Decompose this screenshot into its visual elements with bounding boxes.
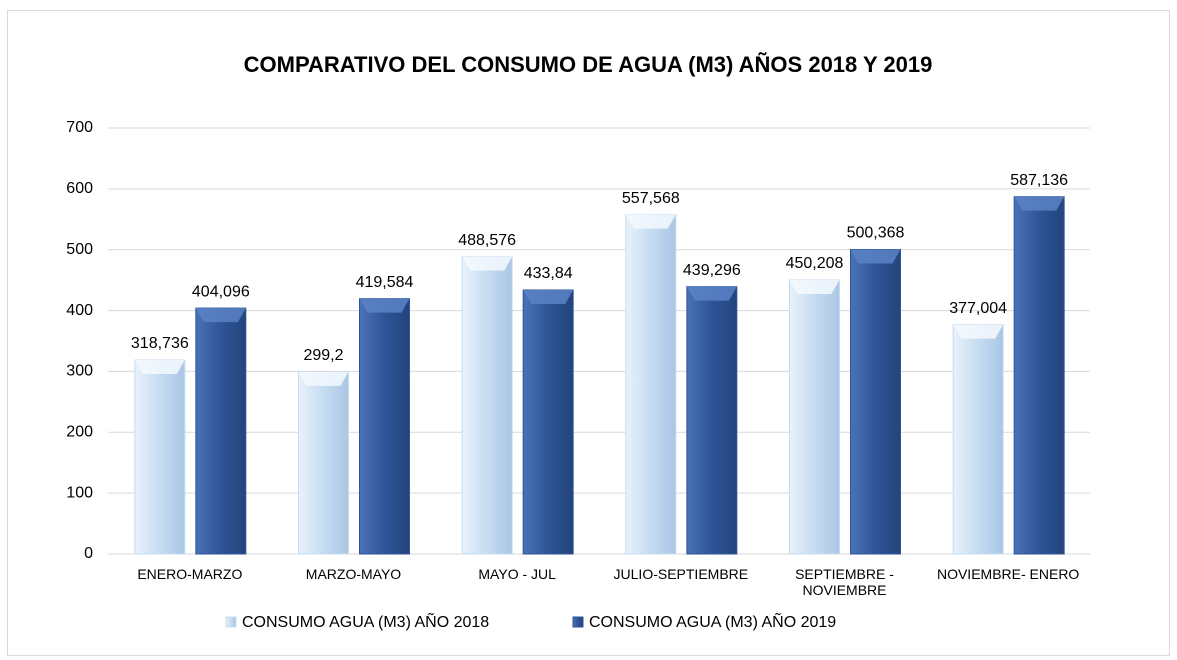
bar-cap (195, 308, 246, 323)
legend-label: CONSUMO AGUA (M3) AÑO 2018 (242, 611, 489, 631)
bar-cap (953, 324, 1004, 339)
bar-cap (789, 280, 840, 295)
bar-body (522, 289, 574, 555)
bar (195, 307, 247, 555)
y-tick-label: 700 (66, 119, 93, 136)
bar-body (952, 324, 1004, 555)
bar-body (195, 307, 247, 555)
bar-body (789, 279, 840, 555)
data-label: 433,84 (524, 265, 573, 282)
legend-marker (225, 616, 237, 628)
bar-cap (359, 298, 410, 313)
y-tick-label: 300 (66, 363, 93, 380)
y-tick-label: 100 (66, 484, 93, 501)
bar (522, 289, 574, 555)
bar-cap (134, 360, 185, 375)
data-label: 377,004 (949, 300, 1007, 317)
bar-cap (1014, 196, 1065, 211)
y-tick-label: 0 (84, 545, 93, 562)
data-label: 439,296 (683, 262, 741, 279)
bar (461, 256, 513, 555)
x-tick-label: MAYO - JUL (478, 566, 556, 582)
bar-cap (523, 289, 574, 304)
y-tick-label: 500 (66, 241, 93, 258)
bar-body (850, 248, 901, 555)
bar (789, 279, 840, 555)
data-label: 404,096 (192, 283, 250, 300)
legend-label: CONSUMO AGUA (M3) AÑO 2019 (589, 611, 836, 631)
chart-title: COMPARATIVO DEL CONSUMO DE AGUA (M3) AÑO… (244, 52, 933, 77)
x-tick-label: JULIO-SEPTIEMBRE (613, 566, 749, 582)
bar-cap (850, 249, 901, 264)
bar-cap (686, 286, 737, 301)
data-label: 419,584 (356, 274, 414, 291)
bar-body (461, 256, 513, 555)
bar-cap (462, 256, 513, 271)
bar-body (134, 359, 186, 555)
x-tick-label: ENERO-MARZO (137, 566, 243, 582)
data-label: 587,136 (1010, 172, 1068, 189)
y-tick-label: 400 (66, 302, 93, 319)
data-label: 557,568 (622, 190, 680, 207)
data-label: 488,576 (458, 232, 516, 249)
data-label: 299,2 (303, 347, 343, 364)
bar (1013, 196, 1065, 555)
data-label: 450,208 (786, 255, 844, 272)
bar-body (686, 286, 738, 555)
data-label: 318,736 (131, 335, 189, 352)
bar (686, 286, 738, 555)
legend-marker (572, 616, 584, 628)
bar (625, 214, 677, 555)
bar (359, 298, 410, 555)
x-tick-label: SEPTIEMBRE - NOVIEMBRE (795, 566, 894, 598)
bar (134, 359, 186, 555)
bar-body (1013, 196, 1065, 555)
bar (850, 248, 901, 555)
data-label: 500,368 (847, 225, 905, 242)
bar-body (359, 298, 410, 555)
x-tick-label: MARZO-MAYO (305, 566, 402, 582)
y-tick-label: 200 (66, 424, 93, 441)
bar-cap (625, 214, 676, 229)
bar-cap (298, 371, 349, 386)
bar-body (625, 214, 677, 555)
bar (952, 324, 1004, 555)
bar-body (298, 371, 349, 555)
x-tick-label: NOVIEMBRE- ENERO (936, 566, 1080, 582)
y-tick-label: 600 (66, 180, 93, 197)
bar (298, 371, 349, 555)
